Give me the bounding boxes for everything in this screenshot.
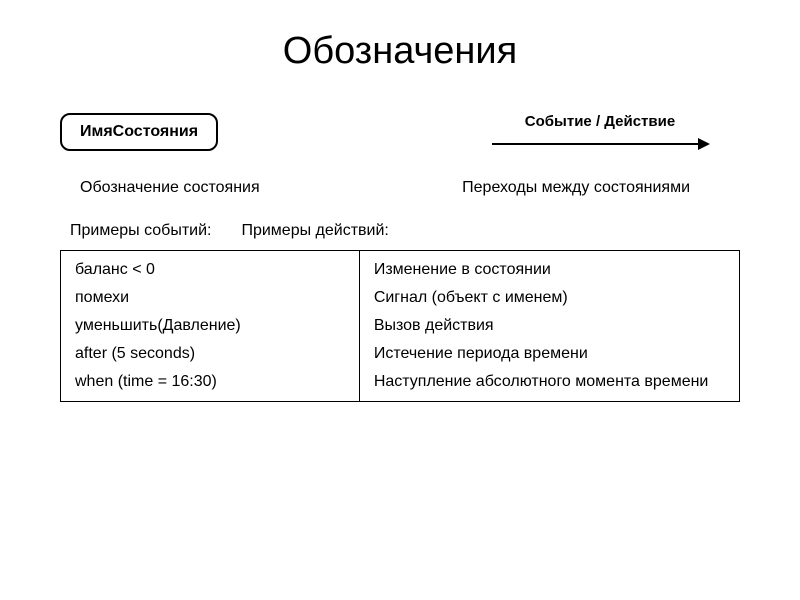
notation-row: ИмяСостояния Событие / Действие: [40, 113, 760, 154]
events-cell: баланс < 0 помехи уменьшить(Давление) af…: [61, 251, 359, 401]
event-item: when (time = 16:30): [75, 373, 345, 391]
event-item: баланс < 0: [75, 261, 345, 279]
events-header: Примеры событий:: [70, 222, 211, 240]
event-item: уменьшить(Давление): [75, 317, 345, 335]
action-item: Изменение в состоянии: [374, 261, 725, 279]
table-row: баланс < 0 помехи уменьшить(Давление) af…: [61, 251, 739, 401]
examples-table-wrap: баланс < 0 помехи уменьшить(Давление) af…: [60, 250, 740, 402]
examples-headers: Примеры событий: Примеры действий:: [40, 222, 760, 240]
actions-header: Примеры действий:: [241, 222, 388, 240]
event-item: after (5 seconds): [75, 345, 345, 363]
state-notation: ИмяСостояния: [60, 113, 218, 151]
arrow-icon: [490, 134, 710, 154]
action-item: Вызов действия: [374, 317, 725, 335]
transition-caption: Переходы между состояниями: [462, 179, 690, 197]
examples-table: баланс < 0 помехи уменьшить(Давление) af…: [61, 251, 739, 401]
transition-notation: Событие / Действие: [490, 113, 710, 154]
page-title: Обозначения: [40, 30, 760, 73]
action-item: Истечение периода времени: [374, 345, 725, 363]
state-box: ИмяСостояния: [60, 113, 218, 151]
actions-cell: Изменение в состоянии Сигнал (объект с и…: [359, 251, 739, 401]
action-item: Сигнал (объект с именем): [374, 289, 725, 307]
captions-row: Обозначение состояния Переходы между сос…: [40, 179, 760, 197]
event-item: помехи: [75, 289, 345, 307]
state-caption: Обозначение состояния: [80, 179, 260, 197]
action-item: Наступление абсолютного момента времени: [374, 373, 725, 391]
transition-label: Событие / Действие: [525, 113, 675, 130]
